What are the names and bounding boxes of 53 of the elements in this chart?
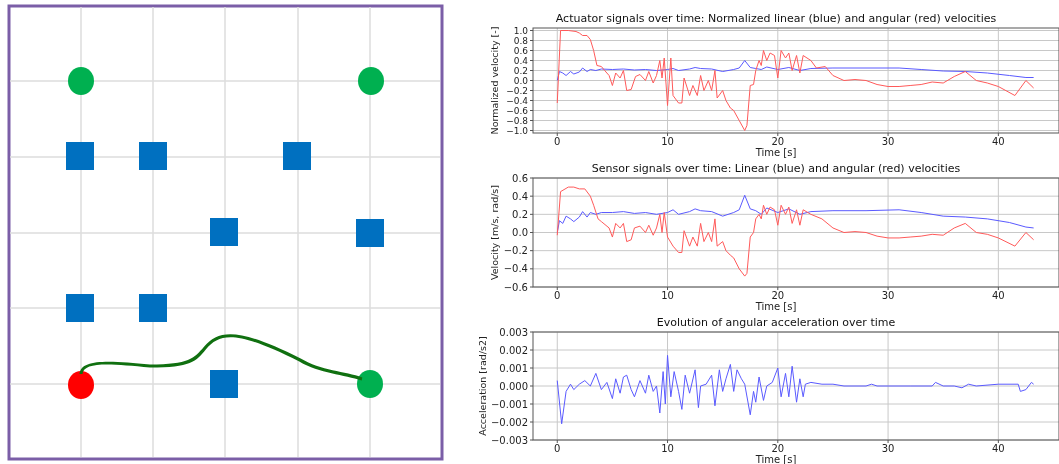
y-tick-label: 0.6 bbox=[513, 45, 529, 56]
y-axis-title: Velocity [m/s, rad/s] bbox=[488, 184, 500, 281]
line-series bbox=[556, 30, 1035, 131]
x-tick-label: 0 bbox=[554, 136, 561, 147]
chart-title: Actuator signals over time: Normalized linear (blue) and angular (red) velocities bbox=[555, 12, 997, 25]
x-tick-label: 0 bbox=[554, 443, 561, 454]
y-tick-label: 0.0 bbox=[513, 75, 529, 86]
line-series bbox=[556, 60, 1035, 81]
y-tick-label: 0.4 bbox=[513, 55, 529, 66]
y-tick-label: −0.8 bbox=[506, 115, 529, 126]
y-tick-label: −1.0 bbox=[506, 125, 529, 136]
y-tick-label: 0.4 bbox=[512, 190, 528, 202]
y-tick-label: 0.6 bbox=[512, 172, 528, 184]
x-tick-label: 40 bbox=[991, 136, 1005, 147]
y-tick-label: 0.003 bbox=[499, 326, 528, 338]
y-tick-label: −0.002 bbox=[490, 416, 528, 428]
y-axis-title: Normalized velocity [-] bbox=[488, 26, 500, 135]
x-tick-label: 30 bbox=[881, 136, 895, 147]
x-tick-label: 10 bbox=[661, 136, 674, 147]
line-series bbox=[556, 354, 1035, 425]
x-tick-label: 0 bbox=[554, 290, 561, 301]
y-tick-label: −0.4 bbox=[503, 263, 528, 275]
x-tick-label: 40 bbox=[991, 290, 1005, 301]
y-tick-label: −0.003 bbox=[490, 434, 528, 446]
x-tick-label: 10 bbox=[661, 290, 674, 301]
y-tick-label: 0.002 bbox=[499, 344, 528, 356]
y-tick-label: −0.001 bbox=[490, 398, 528, 410]
x-tick-label: 40 bbox=[991, 443, 1005, 454]
x-tick-label: 10 bbox=[661, 443, 674, 454]
x-tick-label: 20 bbox=[771, 290, 785, 301]
y-tick-label: 1.0 bbox=[513, 25, 529, 36]
x-axis-title: Time [s] bbox=[754, 147, 797, 158]
y-tick-label: 0.8 bbox=[513, 35, 529, 46]
y-tick-label: −0.2 bbox=[503, 245, 528, 257]
y-tick-label: 0.0 bbox=[512, 227, 528, 238]
y-tick-label: −0.4 bbox=[506, 95, 529, 106]
y-tick-label: 0.2 bbox=[513, 65, 528, 76]
x-tick-label: 20 bbox=[771, 136, 785, 147]
y-tick-label: 0.001 bbox=[499, 362, 528, 374]
x-tick-label: 20 bbox=[771, 443, 785, 454]
x-tick-label: 30 bbox=[881, 443, 895, 454]
y-tick-label: −0.6 bbox=[506, 105, 529, 116]
x-axis-title: Time [s] bbox=[754, 454, 797, 464]
chart-title: Evolution of angular acceleration over time bbox=[656, 316, 896, 329]
x-tick-label: 30 bbox=[881, 290, 895, 301]
y-tick-label: −0.2 bbox=[506, 85, 528, 96]
x-axis-title: Time [s] bbox=[754, 301, 797, 312]
line-series bbox=[556, 186, 1035, 277]
y-tick-label: 0.2 bbox=[512, 208, 528, 220]
y-axis-title: Acceleration [rad/s2] bbox=[477, 336, 489, 436]
y-tick-label: −0.6 bbox=[503, 281, 528, 293]
chart-title: Sensor signals over time: Linear (blue) and angular (red) velocities bbox=[591, 162, 961, 175]
y-tick-label: 0.000 bbox=[499, 380, 528, 392]
